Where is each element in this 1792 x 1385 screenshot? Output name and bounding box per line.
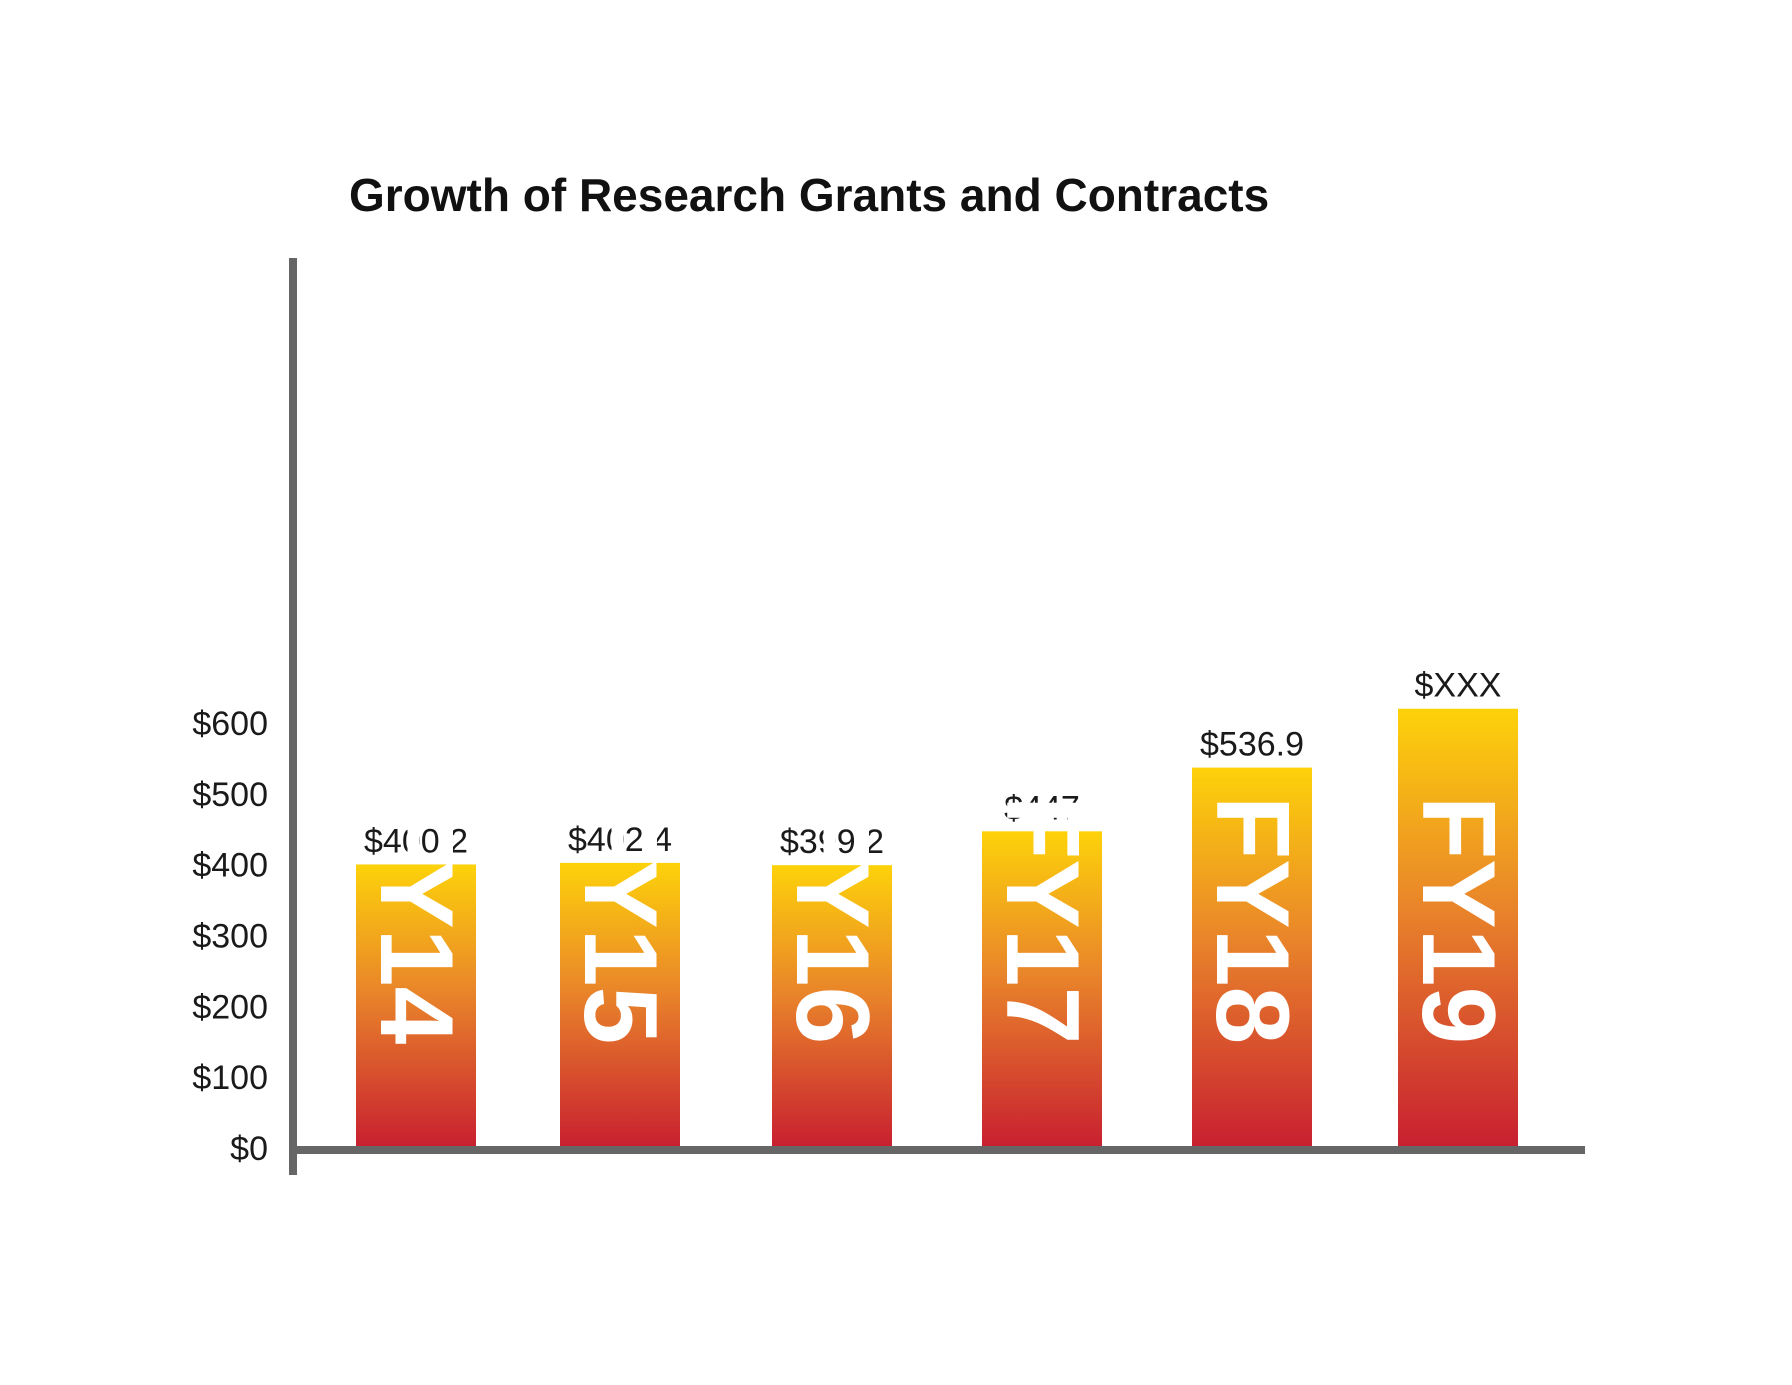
bar-fy14 bbox=[356, 864, 476, 1148]
chart-title: Growth of Research Grants and Contracts bbox=[349, 169, 1269, 221]
value-label-fy14: $400.2 bbox=[364, 822, 468, 860]
value-label-fy17: $447 bbox=[1004, 789, 1080, 827]
bar-fy15 bbox=[560, 862, 680, 1148]
y-tick-label: $400 bbox=[192, 847, 268, 885]
value-label-fy18: $536.9 bbox=[1200, 726, 1304, 764]
category-label-fy18: FY18 bbox=[1194, 796, 1310, 1045]
y-tick-label: $0 bbox=[230, 1130, 268, 1168]
category-label-fy14: FY14 bbox=[358, 796, 474, 1045]
y-tick-label: $500 bbox=[192, 776, 268, 814]
y-tick-label: $300 bbox=[192, 917, 268, 955]
value-label-fy15: $402.4 bbox=[568, 821, 672, 859]
axes bbox=[289, 258, 1585, 1175]
category-label-fy19: FY19 bbox=[1400, 796, 1516, 1045]
category-label-fy17: FY17 bbox=[984, 796, 1100, 1045]
y-tick-labels: $0 $100 $200 $300 $400 $500 $600 bbox=[192, 705, 268, 1168]
value-label-fy19: $XXX bbox=[1415, 667, 1502, 705]
bar-group-fy19: $XXX FY19 bbox=[1398, 667, 1518, 1148]
category-label-fy15: FY15 bbox=[562, 796, 678, 1045]
y-tick-label: $600 bbox=[192, 705, 268, 743]
bar-fy18 bbox=[1192, 767, 1312, 1148]
bar-fy19 bbox=[1398, 708, 1518, 1148]
y-tick-label: $200 bbox=[192, 988, 268, 1026]
bar-fy17 bbox=[982, 831, 1102, 1148]
y-tick-label: $100 bbox=[192, 1059, 268, 1097]
bar-group-fy18: $536.9 FY18 bbox=[1192, 726, 1312, 1148]
bar-fy16 bbox=[772, 865, 892, 1148]
value-label-fy16: $399.2 bbox=[780, 823, 884, 861]
category-label-fy16: FY16 bbox=[774, 796, 890, 1045]
